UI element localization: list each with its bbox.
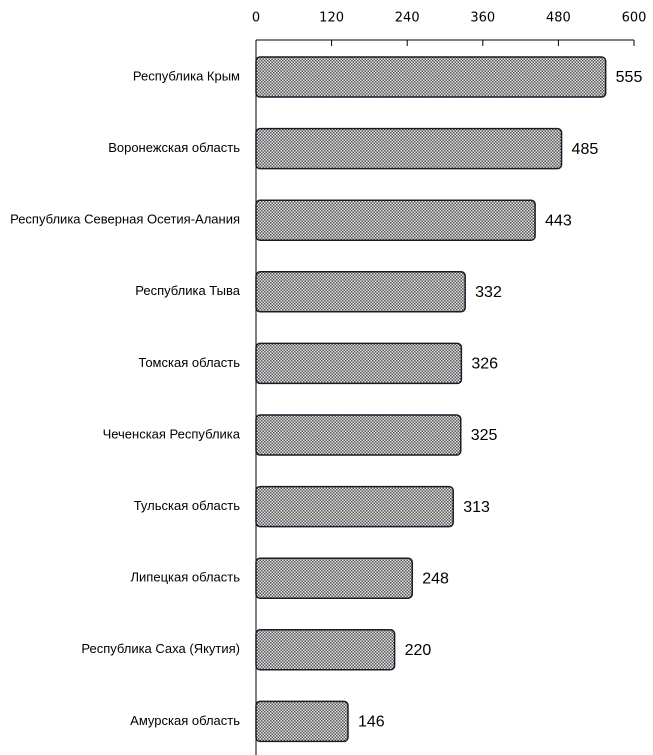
x-tick-label: 600: [622, 11, 647, 26]
value-label: 443: [545, 212, 572, 229]
y-tick-label: Чеченская Республика: [103, 426, 241, 441]
bar: [255, 199, 536, 241]
y-tick-label: Томская область: [138, 355, 240, 370]
bar: [255, 557, 413, 599]
value-label: 146: [358, 714, 385, 731]
value-label: 325: [471, 427, 498, 444]
value-label: 248: [422, 570, 449, 587]
bar: [255, 342, 463, 385]
x-tick-label: 480: [546, 11, 571, 26]
y-tick-label: Воронежская область: [108, 140, 240, 155]
y-tick-label: Республика Северная Осетия-Алания: [10, 212, 240, 227]
y-tick-label: Амурская область: [130, 713, 240, 728]
value-label: 220: [405, 642, 432, 659]
value-label: 555: [616, 69, 643, 86]
bar: [255, 485, 454, 528]
value-label: 332: [475, 284, 502, 301]
bar: [255, 271, 466, 313]
value-label: 485: [572, 141, 599, 158]
value-label: 326: [471, 356, 498, 373]
y-tick-label: Республика Саха (Якутия): [81, 641, 240, 656]
x-tick-label: 120: [319, 11, 344, 26]
bar: [255, 414, 462, 456]
bar: [255, 629, 396, 671]
bar: [255, 127, 563, 170]
y-tick-label: Тульская область: [134, 498, 240, 513]
y-tick-label: Республика Крым: [133, 68, 240, 83]
x-tick-label: 360: [470, 11, 495, 26]
x-tick-label: 0: [252, 11, 260, 26]
bar: [255, 700, 349, 743]
x-tick-label: 240: [395, 11, 420, 26]
bar: [255, 56, 607, 98]
y-tick-label: Липецкая область: [131, 570, 241, 585]
value-label: 313: [463, 499, 490, 516]
y-tick-label: Республика Тыва: [135, 283, 241, 298]
